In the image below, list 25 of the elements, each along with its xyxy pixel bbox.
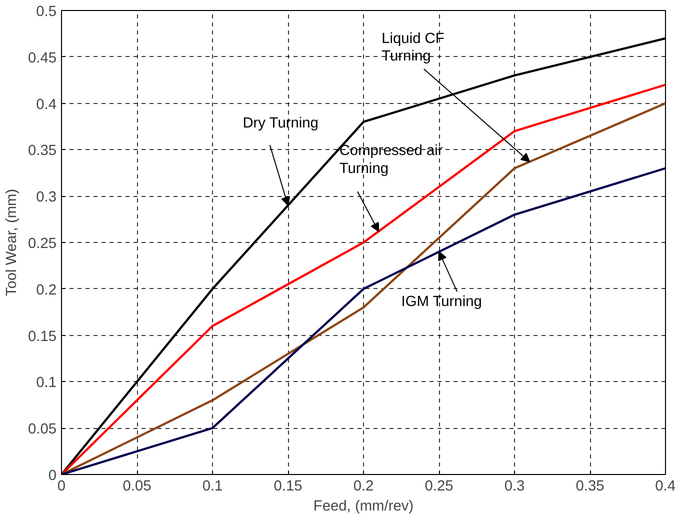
annotation: Liquid CF Turning <box>382 30 444 65</box>
y-tick-label: 0.35 <box>28 143 57 160</box>
x-tick-label: 0.4 <box>655 478 675 494</box>
annotation: Compressed air Turning <box>339 143 443 177</box>
y-tick-label: 0.2 <box>36 282 56 298</box>
y-axis-title: Tool Wear, (mm) <box>4 188 20 296</box>
x-tick-label: 0.3 <box>504 478 525 494</box>
y-tick-label: 0.4 <box>36 96 56 113</box>
x-axis-title: Feed, (mm/rev) <box>313 498 414 514</box>
annotation: IGM Turning <box>401 294 482 310</box>
y-tick-label: 0.5 <box>36 4 56 20</box>
annotation: Dry Turning <box>242 116 318 132</box>
y-tick-label: 0.45 <box>28 50 57 66</box>
x-tick-label: 0.05 <box>122 478 152 494</box>
y-tick-label: 0 <box>48 468 57 484</box>
y-tick-label: 0.05 <box>28 422 57 438</box>
x-tick-label: 0.1 <box>202 478 223 494</box>
y-tick-label: 0.15 <box>28 328 57 345</box>
y-tick-label: 0.1 <box>36 375 56 392</box>
y-tick-label: 0.25 <box>28 236 57 252</box>
x-tick-label: 0.35 <box>576 478 604 494</box>
x-tick-label: 0.25 <box>424 478 454 494</box>
y-tick-label: 0.3 <box>36 190 56 206</box>
x-tick-label: 0.15 <box>274 478 302 494</box>
x-tick-label: 0.2 <box>353 478 374 494</box>
